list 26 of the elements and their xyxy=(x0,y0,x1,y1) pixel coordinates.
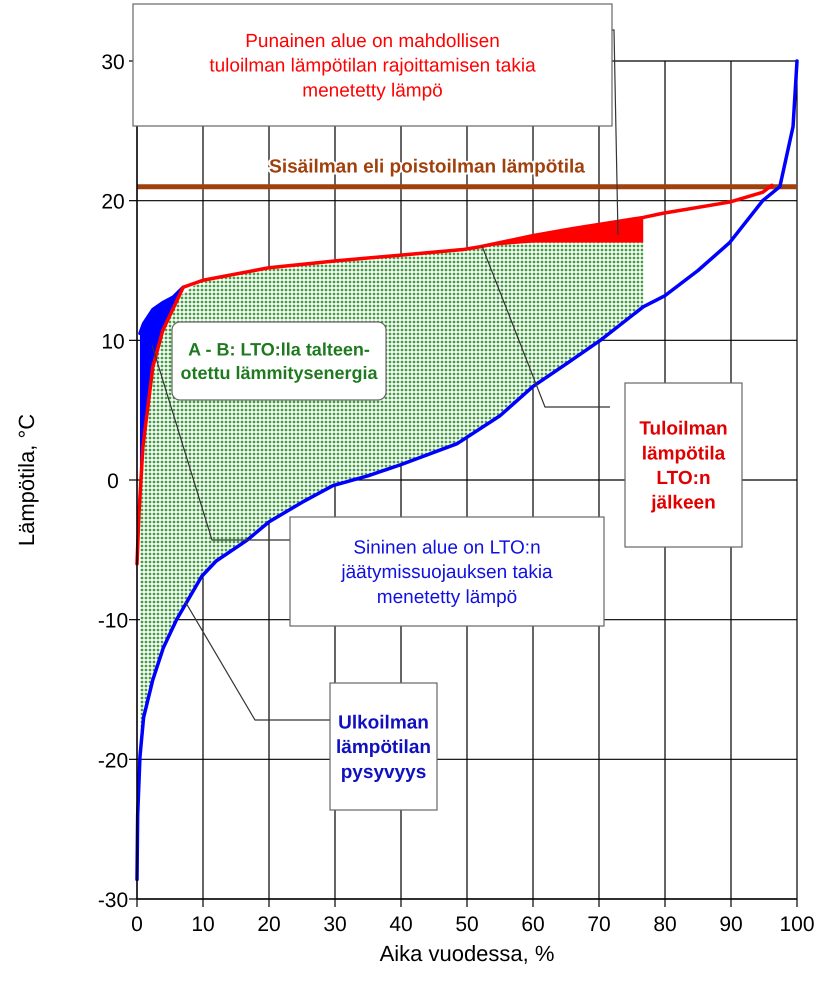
y-tick-label: -10 xyxy=(98,610,128,633)
y-axis-title: Lämpötila, °C xyxy=(14,414,39,546)
x-tick-label: 80 xyxy=(653,913,677,936)
y-tick-label: -30 xyxy=(98,889,128,912)
annotation: A - B: LTO:lla talteen- otettu lämmitysenergia xyxy=(180,340,379,383)
annotation: Tuloilman lämpötila LTO:n jälkeen xyxy=(639,418,728,514)
annotation: Ulkoilman lämpötilan pysyvyys xyxy=(336,712,432,783)
x-tick-label: 30 xyxy=(323,913,347,936)
annotation: Punainen alue on mahdollisen tuloilman lämpötilan rajoittamisen takia menetetty lämpö xyxy=(209,30,536,102)
x-tick-label: 60 xyxy=(521,913,545,936)
line-series xyxy=(135,184,774,566)
x-tick-label: 0 xyxy=(131,913,143,936)
x-tick-label: 20 xyxy=(257,913,281,936)
y-tick-label: 20 xyxy=(101,190,125,214)
x-tick-label: 70 xyxy=(587,913,611,936)
x-tick-label: 100 xyxy=(779,913,815,936)
y-tick-label: -20 xyxy=(98,749,128,772)
x-tick-label: 50 xyxy=(455,913,479,936)
x-tick-label: 90 xyxy=(719,913,743,936)
y-tick-label: 0 xyxy=(107,470,119,493)
x-tick-label: 10 xyxy=(191,913,215,936)
y-tick-label: 10 xyxy=(101,330,125,354)
x-axis-title: Aika vuodessa, % xyxy=(380,941,554,966)
annotation: Sininen alue on LTO:n jäätymissuojauksen takia menetetty lämpö xyxy=(340,537,554,608)
x-tick-label: 40 xyxy=(389,913,413,936)
y-tick-label: 30 xyxy=(101,51,125,74)
